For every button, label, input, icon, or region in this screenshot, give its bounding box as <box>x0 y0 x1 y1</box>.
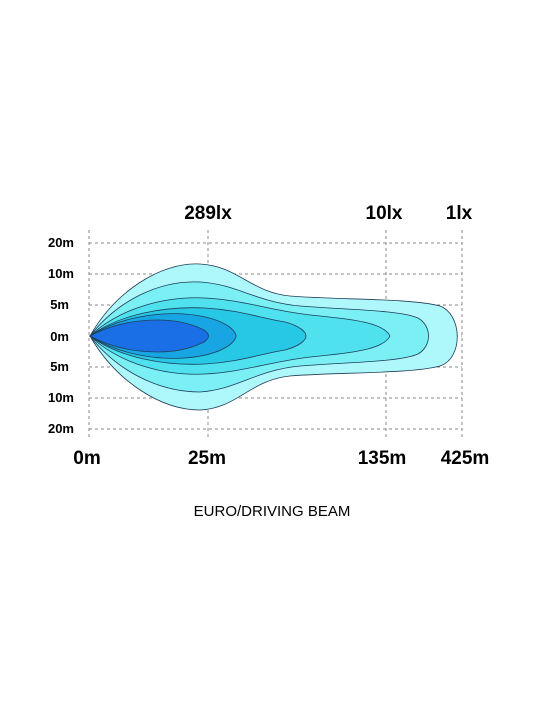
x-axis-labels: 0m 25m 135m 425m <box>73 448 489 469</box>
y-label-5m-bottom: 5m <box>50 359 69 374</box>
lux-label-289: 289lx <box>184 203 232 224</box>
beam-zone-core <box>89 319 209 353</box>
y-label-20m-bottom: 20m <box>48 421 74 436</box>
x-label-25m: 25m <box>188 448 226 469</box>
x-label-135m: 135m <box>358 448 407 469</box>
y-label-0m: 0m <box>50 329 69 344</box>
beam-contours <box>89 263 458 411</box>
lux-label-10: 10lx <box>366 203 403 224</box>
x-label-0m: 0m <box>73 448 100 469</box>
diagram-caption: EURO/DRIVING BEAM <box>194 503 351 520</box>
y-label-20m-top: 20m <box>48 235 74 250</box>
lux-label-1: 1lx <box>446 203 473 224</box>
y-label-10m-bottom: 10m <box>48 390 74 405</box>
y-axis-labels: 20m 10m 5m 0m 5m 10m 20m <box>48 235 74 436</box>
y-label-10m-top: 10m <box>48 266 74 281</box>
y-label-5m-top: 5m <box>50 297 69 312</box>
x-label-425m: 425m <box>441 448 490 469</box>
